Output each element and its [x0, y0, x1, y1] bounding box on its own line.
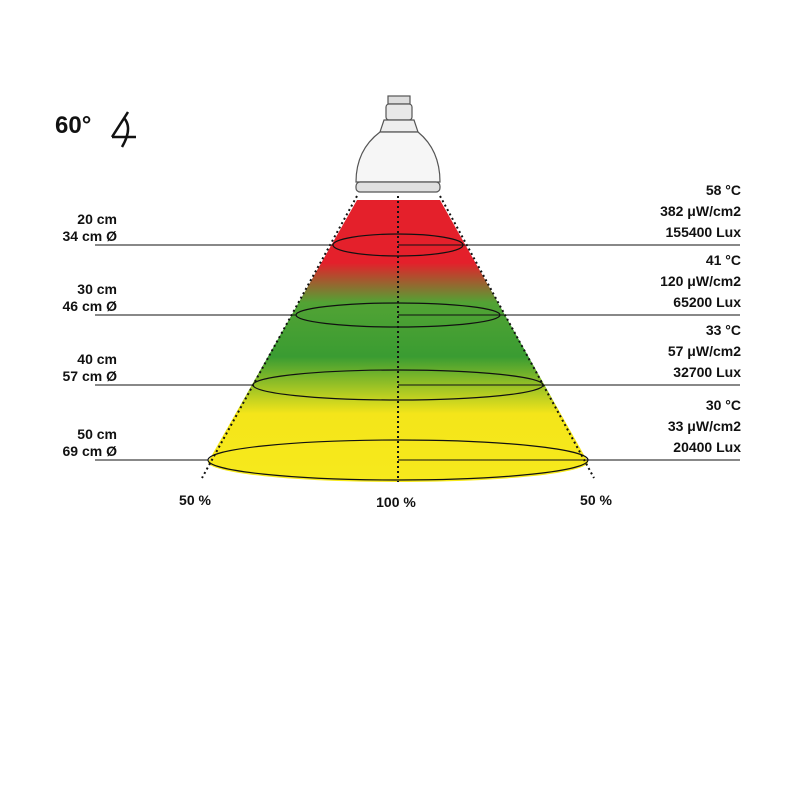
- irradiance: 120 μW/cm2: [660, 273, 741, 289]
- temperature: 58 °C: [706, 182, 741, 198]
- edge-label-left: 50 %: [179, 492, 211, 508]
- lux: 20400 Lux: [673, 439, 741, 455]
- edge-label-right: 50 %: [580, 492, 612, 508]
- edge-label-center: 100 %: [376, 494, 416, 510]
- diameter: 57 cm Ø: [63, 368, 118, 384]
- lux: 65200 Lux: [673, 294, 741, 310]
- angle-icon: [110, 111, 136, 148]
- distance: 50 cm: [77, 426, 117, 442]
- distance: 40 cm: [77, 351, 117, 367]
- distance: 30 cm: [77, 281, 117, 297]
- bulb: [355, 95, 441, 193]
- irradiance: 57 μW/cm2: [668, 343, 741, 359]
- angle-label: 60°: [55, 112, 91, 139]
- distance: 20 cm: [77, 211, 117, 227]
- lux: 155400 Lux: [666, 224, 742, 240]
- diameter: 46 cm Ø: [63, 298, 118, 314]
- lux: 32700 Lux: [673, 364, 741, 380]
- temperature: 33 °C: [706, 322, 741, 338]
- diameter: 34 cm Ø: [63, 228, 118, 244]
- temperature: 41 °C: [706, 252, 741, 268]
- temperature: 30 °C: [706, 397, 741, 413]
- irradiance: 33 μW/cm2: [668, 418, 741, 434]
- diameter: 69 cm Ø: [63, 443, 118, 459]
- beam-guides: [201, 195, 595, 482]
- irradiance: 382 μW/cm2: [660, 203, 741, 219]
